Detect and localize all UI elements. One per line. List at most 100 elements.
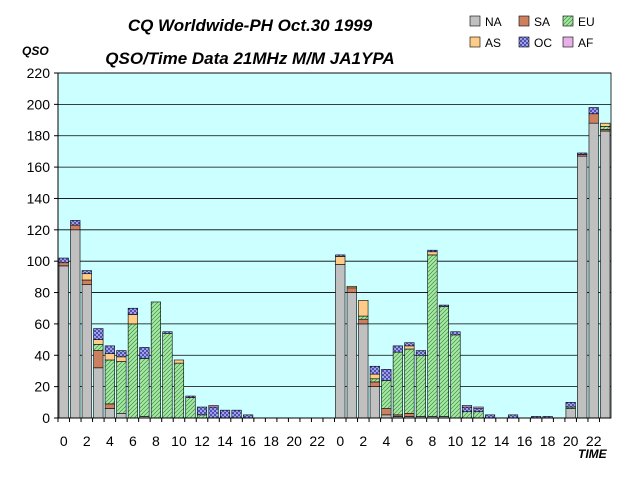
x-tick-label: 20 [286, 433, 302, 449]
y-tick-label: 40 [34, 347, 50, 363]
chart-subtitle: QSO/Time Data 21MHz M/M JA1YPA [105, 49, 394, 68]
bar-segment-sa [93, 350, 104, 369]
bar-segment-oc [369, 365, 380, 375]
bar-segment-as [358, 300, 369, 317]
bar-segment-as [427, 251, 438, 256]
bar-segment-as [369, 373, 380, 380]
bar-segment-eu [358, 315, 369, 320]
bar-segment-as [404, 345, 415, 350]
bar-segment-sa [369, 381, 380, 387]
bar-segment-eu [427, 254, 438, 417]
bar-segment-eu [104, 359, 115, 405]
bar-segment-sa [346, 287, 357, 293]
x-tick-label: 18 [540, 433, 556, 449]
x-tick-label: 2 [83, 433, 91, 449]
bar-segment-oc [473, 408, 484, 413]
bar-segment-eu [139, 358, 150, 417]
bar-segment-oc [415, 350, 426, 356]
bar-segment-eu [404, 348, 415, 414]
bar-segment-eu [415, 354, 426, 417]
bar-segment-eu [173, 362, 185, 419]
bar-segment-na [70, 229, 81, 419]
bar-segment-as [335, 256, 346, 265]
bar-segment-na [565, 408, 576, 419]
bar-segment-sa [588, 113, 599, 124]
bar-segment-oc [450, 331, 461, 336]
legend-label-af: AF [578, 36, 593, 50]
x-tick-label: 16 [517, 433, 533, 449]
legend-label-sa: SA [534, 15, 550, 29]
bar-segment-oc [58, 257, 69, 264]
x-tick-label: 22 [309, 433, 325, 449]
plot-area [58, 73, 611, 418]
bar-segment-af [473, 406, 484, 409]
bar-segment-eu [150, 301, 161, 419]
bar-segment-na [116, 412, 127, 419]
y-tick-label: 220 [27, 65, 51, 81]
bar-segment-sa [404, 412, 415, 417]
legend-swatch-as [469, 36, 481, 48]
bar-segment-oc [231, 409, 242, 419]
bar-segment-oc [116, 350, 127, 358]
x-tick-label: 10 [171, 433, 187, 449]
x-tick-label: 12 [194, 433, 210, 449]
bar-segment-oc [335, 254, 346, 257]
x-tick-label: 4 [106, 433, 114, 449]
bar-segment-na [577, 155, 588, 419]
bar-segment-as [127, 314, 138, 325]
legend-swatch-na [469, 15, 481, 27]
y-tick-label: 100 [27, 253, 51, 269]
bar-segment-oc [93, 328, 104, 340]
bar-segment-sa [58, 262, 69, 267]
bar-segment-oc [208, 406, 219, 419]
bar-segment-na [104, 408, 115, 419]
bar-segment-sa [104, 403, 115, 409]
bar-segment-sa [358, 318, 369, 325]
bar-segment-oc [392, 345, 403, 353]
x-tick-label: 22 [586, 433, 602, 449]
legend-swatch-oc [518, 36, 530, 48]
bar-segment-oc [196, 406, 208, 416]
x-tick-label: 20 [563, 433, 579, 449]
bar-segment-na [346, 292, 357, 419]
x-tick-labels: 0 2 4 6 8 10 12 14 16 18 20 22 0 2 4 6 8 10 12 14 16 18 20 22 [57, 418, 602, 449]
x-tick-label: 14 [494, 433, 510, 449]
x-tick-label: 2 [359, 433, 367, 449]
y-tick-label: 180 [27, 128, 51, 144]
bar-segment-as [81, 273, 92, 281]
legend-label-na: NA [485, 15, 502, 29]
bar-segment-af [208, 405, 219, 408]
legend-swatch-af [562, 36, 574, 48]
bar-segment-oc [104, 345, 115, 355]
x-tick-label: 10 [448, 433, 464, 449]
bar-segment-sa [381, 408, 392, 416]
bar-segment-as [93, 339, 104, 345]
bar-segment-as [173, 359, 185, 364]
bar-segment-eu [473, 411, 484, 419]
x-tick-label: 0 [60, 433, 68, 449]
bar-segment-eu [162, 333, 173, 419]
legend-swatch-eu [562, 15, 574, 27]
bar-segment-oc [427, 249, 438, 253]
bar-segment-as [104, 353, 115, 361]
x-tick-label: 16 [240, 433, 256, 449]
bar-segment-eu [438, 306, 450, 417]
bar-segment-eu [127, 323, 138, 419]
bar-segment-oc [127, 307, 138, 315]
bar-segment-as [346, 285, 357, 289]
x-axis-label: TIME [578, 447, 608, 461]
bar-segment-oc [461, 406, 473, 413]
x-tick-label: 18 [263, 433, 279, 449]
x-tick-label: 0 [336, 433, 344, 449]
y-tick-label: 60 [34, 316, 50, 332]
chart-title: CQ Worldwide-PH Oct.30 1999 [128, 16, 373, 35]
y-tick-labels: 0 20 40 60 80 100 120 140 160 180 200 220 [27, 65, 58, 426]
bar-segment-oc [185, 395, 196, 398]
bar-segment-na [369, 386, 380, 419]
bar-segment-na [58, 265, 69, 419]
y-tick-label: 20 [34, 379, 50, 395]
legend-label-as: AS [485, 36, 501, 50]
y-tick-label: 0 [42, 410, 50, 426]
bar-segment-eu [450, 334, 461, 419]
bar-segment-eu [116, 361, 127, 414]
